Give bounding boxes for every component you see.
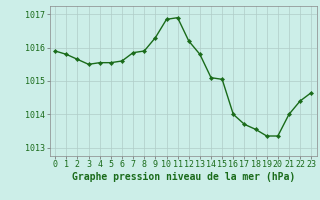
- X-axis label: Graphe pression niveau de la mer (hPa): Graphe pression niveau de la mer (hPa): [72, 172, 295, 182]
